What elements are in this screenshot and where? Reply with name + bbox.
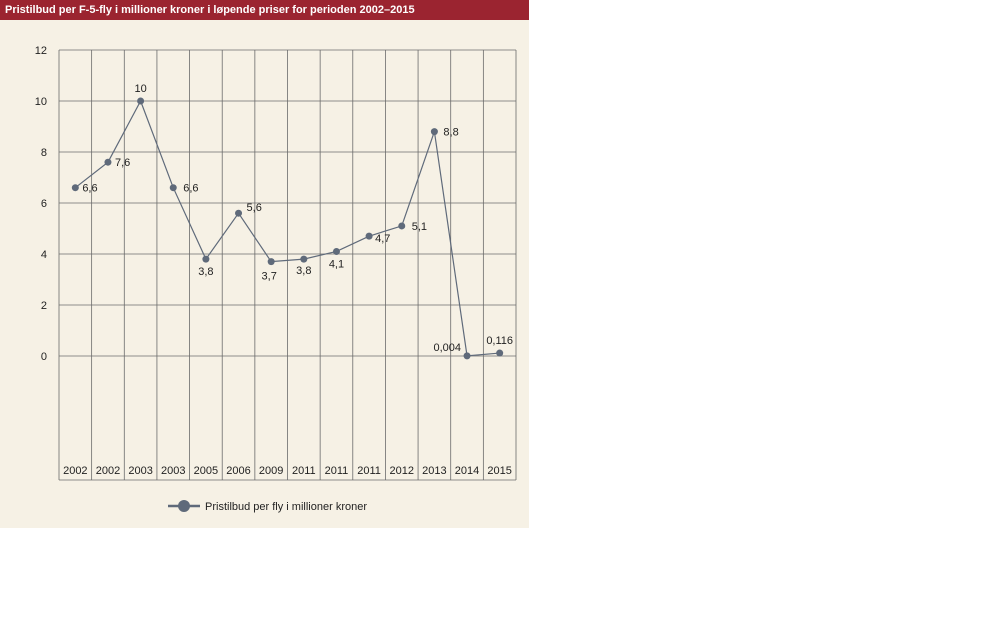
data-point bbox=[169, 184, 177, 192]
data-point bbox=[202, 255, 210, 263]
y-tick-label: 6 bbox=[41, 198, 47, 210]
data-point bbox=[235, 209, 243, 217]
y-tick-label: 10 bbox=[35, 96, 47, 108]
data-point bbox=[71, 184, 79, 192]
data-label: 7,6 bbox=[115, 157, 130, 169]
x-tick-label: 2003 bbox=[161, 465, 185, 477]
data-point bbox=[332, 247, 340, 255]
data-label: 4,1 bbox=[329, 258, 344, 270]
chart-title: Pristilbud per F-5-fly i millioner krone… bbox=[0, 0, 529, 20]
x-tick-label: 2011 bbox=[357, 465, 381, 477]
data-point bbox=[430, 128, 438, 136]
data-point bbox=[463, 352, 471, 360]
data-point bbox=[137, 97, 145, 105]
data-point bbox=[398, 222, 406, 230]
y-tick-label: 2 bbox=[41, 300, 47, 312]
x-tick-label: 2009 bbox=[259, 465, 283, 477]
data-label: 10 bbox=[134, 83, 146, 95]
legend-label: Pristilbud per fly i millioner kroner bbox=[205, 501, 367, 513]
data-point bbox=[267, 258, 275, 266]
data-label: 5,6 bbox=[247, 202, 262, 214]
data-label: 5,1 bbox=[412, 221, 427, 233]
x-tick-label: 2011 bbox=[325, 465, 349, 477]
data-label: 6,6 bbox=[183, 183, 198, 195]
data-label: 6,6 bbox=[82, 183, 97, 195]
data-label: 3,8 bbox=[296, 265, 311, 277]
data-point bbox=[365, 232, 373, 240]
data-label: 3,7 bbox=[262, 271, 277, 283]
x-tick-label: 2005 bbox=[194, 465, 218, 477]
legend-marker bbox=[178, 500, 190, 512]
data-point bbox=[496, 349, 504, 357]
x-tick-label: 2003 bbox=[128, 465, 152, 477]
y-tick-label: 4 bbox=[41, 249, 47, 261]
data-label: 0,116 bbox=[486, 335, 513, 347]
x-tick-label: 2002 bbox=[63, 465, 87, 477]
x-tick-label: 2002 bbox=[96, 465, 120, 477]
y-tick-label: 12 bbox=[35, 45, 47, 57]
data-label: 3,8 bbox=[198, 266, 213, 278]
x-tick-label: 2012 bbox=[390, 465, 414, 477]
x-tick-label: 2011 bbox=[292, 465, 316, 477]
data-label: 4,7 bbox=[375, 233, 390, 245]
data-label: 8,8 bbox=[443, 127, 458, 139]
series-line bbox=[74, 99, 500, 357]
y-tick-label: 8 bbox=[41, 147, 47, 159]
x-tick-label: 2015 bbox=[487, 465, 511, 477]
data-label: 0,004 bbox=[434, 342, 462, 354]
y-tick-label: 0 bbox=[41, 351, 47, 363]
data-point bbox=[104, 158, 112, 166]
x-tick-label: 2014 bbox=[455, 465, 479, 477]
data-point bbox=[300, 255, 308, 263]
line-chart: 0 2 4 6 8 10 12 2002 2002 2003 2003 2005 2006 2009 201… bbox=[35, 45, 517, 513]
chart-panel: Pristilbud per F-5-fly i millioner krone… bbox=[0, 0, 529, 528]
x-tick-label: 2013 bbox=[422, 465, 446, 477]
x-tick-label: 2006 bbox=[226, 465, 250, 477]
